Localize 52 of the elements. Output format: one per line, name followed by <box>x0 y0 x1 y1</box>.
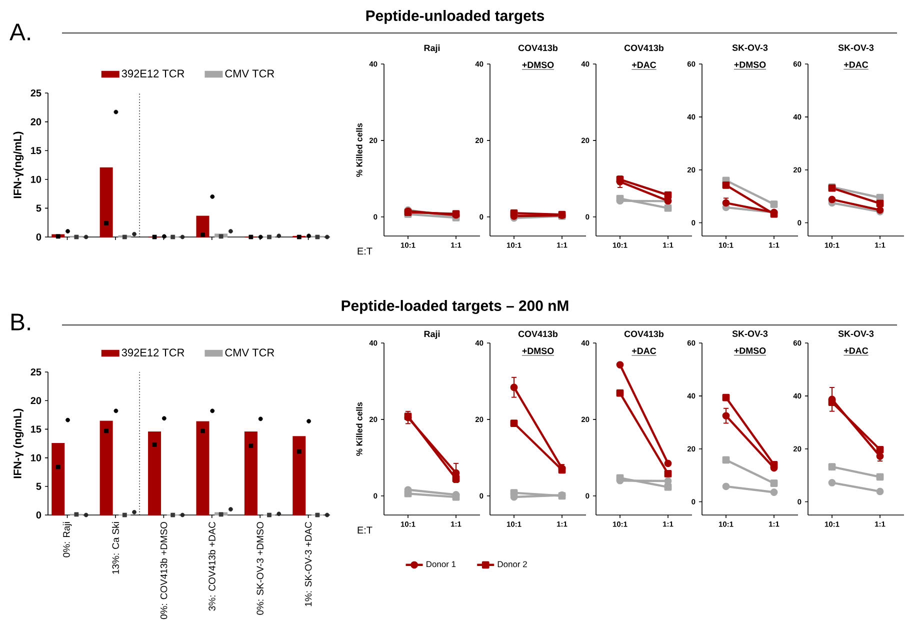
chart-title: COV413b <box>624 44 664 52</box>
y-tick-label: 20 <box>30 397 42 404</box>
legend-label: 392E12 TCR <box>122 348 184 356</box>
chart-subtitle: +DMSO <box>522 348 554 354</box>
chart-subtitle: +DMSO <box>522 62 554 68</box>
chart-title: SK-OV-3 <box>838 44 874 51</box>
y-axis-title: IFN-γ(ng/mL) <box>13 132 24 198</box>
chart-title: COV413b <box>518 44 558 52</box>
chart-subtitle: +DMSO <box>734 347 766 354</box>
legend-label: Donor 1 <box>426 561 456 568</box>
y-axis-title: % Killed cells <box>356 402 362 456</box>
x-tick-label: 1%: SK-OV-3 +DAC <box>304 522 312 606</box>
x-axis-title: E:T <box>358 248 372 255</box>
y-tick-label: 10 <box>31 176 42 183</box>
x-tick-label: 13%: Ca Ski <box>112 522 119 574</box>
y-tick-label: 20 <box>30 118 42 126</box>
chart-title: COV413b <box>624 330 664 338</box>
x-axis-title: E:T <box>358 526 372 534</box>
y-tick-label: 10 <box>31 454 42 462</box>
legend-label: Donor 2 <box>498 561 527 568</box>
y-tick-label: 15 <box>31 426 42 433</box>
x-tick-label: 3%: COV413b +DAC <box>208 522 216 611</box>
chart-title: Raji <box>424 330 440 339</box>
legend-label: 392E12 TCR <box>122 70 184 78</box>
chart-title: COV413b <box>518 330 558 338</box>
y-tick-label: 5 <box>36 204 42 212</box>
chart-subtitle: +DAC <box>844 347 868 354</box>
chart-title: Raji <box>424 44 440 53</box>
y-tick-label: 0 <box>36 511 42 519</box>
chart-title: SK-OV-3 <box>732 44 768 51</box>
x-tick-label: 0%: SK-OV-3 +DMSO <box>256 522 264 615</box>
chart-title: SK-OV-3 <box>838 330 874 337</box>
chart-subtitle: +DAC <box>632 348 656 354</box>
x-tick-label: 0%: Raji <box>62 522 72 558</box>
text: B. <box>11 314 30 330</box>
text: A. <box>10 24 30 40</box>
y-axis-title: % Killed cells <box>356 123 362 177</box>
y-tick-label: 15 <box>31 147 42 154</box>
legend-label: CMV TCR <box>225 70 274 78</box>
text: Peptide-unloaded targets <box>366 10 544 24</box>
y-tick-label: 25 <box>30 89 42 97</box>
y-tick-label: 5 <box>36 482 42 490</box>
legend-label: CMV TCR <box>225 348 274 356</box>
chart-subtitle: +DMSO <box>734 61 766 68</box>
chart-title: SK-OV-3 <box>732 330 768 337</box>
y-tick-label: 0 <box>36 233 42 241</box>
chart-subtitle: +DAC <box>632 62 656 68</box>
y-axis-title: IFN-γ (ng/mL) <box>13 408 24 478</box>
chart-subtitle: +DAC <box>844 61 868 68</box>
text: Peptide-loaded targets – 200 nM <box>342 300 568 314</box>
x-tick-label: 0%: COV413b +DMSO <box>160 522 168 620</box>
y-tick-label: 25 <box>30 368 42 376</box>
